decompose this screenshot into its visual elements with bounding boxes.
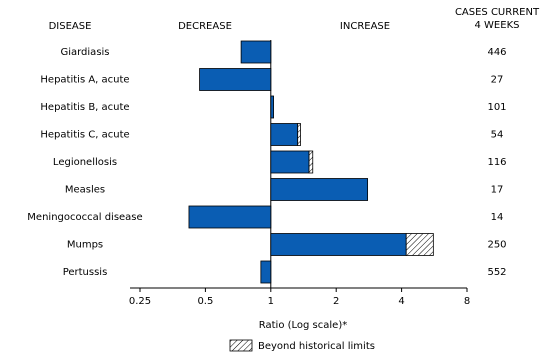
cases-value: 446 [487, 47, 506, 58]
bar-beyond-limit [308, 150, 314, 174]
category-label: Hepatitis C, acute [40, 130, 129, 141]
header-decrease: DECREASE [178, 21, 232, 32]
category-label: Mumps [67, 240, 103, 251]
x-tick-label: 2 [333, 296, 339, 307]
category-label: Pertussis [63, 267, 108, 278]
bar-beyond-limit [405, 233, 434, 256]
category-label: Hepatitis A, acute [40, 75, 129, 86]
cases-value: 552 [487, 267, 506, 278]
category-label: Legionellosis [53, 157, 117, 168]
cases-value: 116 [487, 157, 506, 168]
x-tick-label: 8 [464, 296, 470, 307]
category-label: Giardiasis [60, 47, 109, 58]
bar [270, 95, 274, 119]
x-tick-label: 0.5 [197, 296, 213, 307]
category-label: Measles [65, 185, 105, 196]
x-tick-label: 1 [268, 296, 274, 307]
x-tick-label: 4 [398, 296, 404, 307]
legend-label: Beyond historical limits [258, 341, 375, 352]
cases-value: 27 [491, 75, 504, 86]
bar [270, 150, 310, 174]
cases-value: 250 [487, 240, 506, 251]
bar [270, 123, 299, 146]
category-label: Meningococcal disease [27, 212, 142, 223]
cases-value: 14 [491, 212, 504, 223]
header-increase: INCREASE [340, 21, 390, 32]
bar [199, 68, 272, 91]
header-cases: 4 WEEKS [475, 20, 520, 31]
cases-value: 17 [491, 185, 504, 196]
bar [270, 233, 407, 256]
category-label: Hepatitis B, acute [40, 102, 129, 113]
cases-value: 54 [491, 130, 504, 141]
bar [240, 40, 272, 64]
legend-swatch [229, 339, 253, 352]
bar-beyond-limit [297, 123, 301, 146]
bar [270, 178, 369, 201]
cases-value: 101 [487, 102, 506, 113]
bar [188, 205, 272, 229]
x-tick-label: 0.25 [129, 296, 151, 307]
header-disease: DISEASE [49, 21, 92, 32]
x-axis-label: Ratio (Log scale)* [259, 320, 347, 331]
bar [260, 260, 272, 284]
header-cases: CASES CURRENT [455, 7, 540, 18]
